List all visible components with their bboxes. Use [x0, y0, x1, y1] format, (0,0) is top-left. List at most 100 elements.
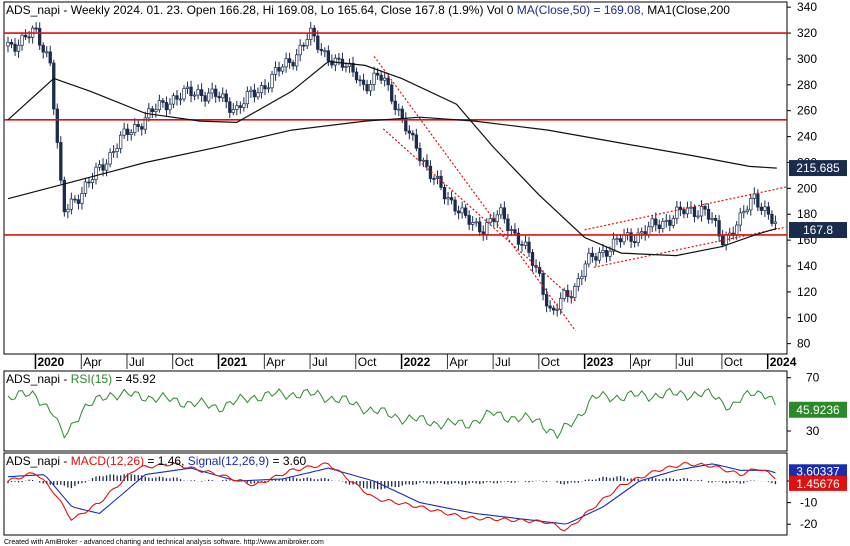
x-tick-label: Oct — [358, 355, 377, 369]
candle-body — [182, 88, 186, 100]
price-y-tick-label: 280 — [797, 78, 817, 92]
candle-body — [129, 132, 133, 135]
candle-body — [640, 231, 644, 234]
price-y-tick-label: 340 — [797, 0, 817, 14]
x-tick-label: Jul — [312, 355, 327, 369]
last-ma200-label: 215.685 — [796, 161, 840, 175]
x-tick-label: Jul — [129, 355, 144, 369]
candle-body — [668, 219, 672, 226]
candle-body — [562, 290, 566, 299]
rsi-sep: - — [60, 372, 71, 386]
price-y-tick-label: 120 — [797, 285, 817, 299]
candle-body — [217, 96, 221, 99]
candle-body — [495, 214, 499, 222]
candle-body — [365, 84, 369, 92]
candle-body — [319, 49, 323, 52]
candle-body — [675, 206, 679, 219]
candle-body — [263, 85, 267, 90]
candle-body — [273, 67, 278, 75]
candle-body — [90, 179, 95, 183]
x-tick-label: Oct — [724, 355, 743, 369]
candle-body — [143, 117, 147, 130]
price-y-tick-label: 80 — [797, 337, 811, 351]
candle-body — [6, 41, 10, 47]
candle-body — [351, 62, 355, 73]
price-y-tick-label: 180 — [797, 207, 817, 221]
signal-line — [7, 463, 776, 525]
candle-body — [703, 206, 707, 210]
candle-body — [537, 266, 542, 274]
candle-body — [291, 62, 295, 67]
signal-value: = 3.60 — [269, 454, 306, 468]
candle-body — [45, 51, 49, 54]
candle-body — [305, 39, 309, 47]
candle-body — [513, 229, 517, 234]
candle-body — [62, 179, 66, 213]
candle-body — [671, 218, 675, 226]
candle-body — [161, 100, 165, 103]
candle-body — [485, 222, 489, 235]
macd-value: = 1.46, — [144, 454, 188, 468]
candle-body — [456, 210, 461, 214]
candle-body — [397, 108, 401, 111]
last-close-label-box — [789, 222, 847, 239]
candle-body — [393, 100, 397, 111]
x-tick-label: Apr — [632, 355, 651, 369]
candle-body — [344, 66, 348, 68]
price-info: - Weekly 2024. 01. 23. Open 166.28, Hi 1… — [60, 3, 517, 17]
candle-body — [481, 231, 485, 235]
candle-body — [629, 232, 633, 242]
candle-body — [73, 198, 77, 201]
candle-body — [506, 218, 510, 231]
candle-body — [238, 105, 242, 108]
candle-body — [277, 67, 281, 72]
ma200-label: MA1(Close,200 — [644, 3, 730, 17]
rsi-line — [7, 387, 776, 440]
ma200-line — [7, 116, 777, 200]
x-tick-label: Jul — [495, 355, 510, 369]
candle-body — [372, 72, 376, 85]
candle-body — [97, 164, 102, 168]
candle-body — [235, 105, 239, 110]
candle-body — [94, 166, 98, 180]
candle-body — [119, 134, 123, 149]
macd-last-label: 1.45676 — [796, 477, 840, 491]
candle-body — [706, 208, 711, 220]
last-ma200-label-box — [789, 160, 847, 177]
candle-body — [594, 256, 598, 261]
candle-body — [55, 108, 59, 143]
candle-body — [749, 197, 753, 211]
candle-body — [647, 226, 651, 236]
candle-body — [295, 54, 299, 67]
x-tick-label: 2021 — [221, 355, 248, 369]
candle-body — [249, 89, 253, 92]
candle-body — [379, 74, 383, 81]
candle-body — [192, 94, 197, 97]
rsi-ticker: ADS_napi — [6, 372, 60, 386]
candle-body — [657, 224, 661, 230]
candle-body — [41, 44, 45, 53]
candle-body — [770, 213, 774, 224]
candle-body — [330, 60, 334, 66]
rsi-layer — [7, 387, 776, 440]
trend-channel-line — [593, 226, 787, 268]
macd-panel-frame — [3, 452, 788, 536]
candle-body — [738, 212, 742, 226]
candle-body — [69, 198, 74, 210]
candle-body — [576, 278, 580, 287]
candle-body — [463, 207, 468, 216]
candle-body — [467, 215, 471, 225]
ma50-line — [7, 60, 777, 257]
macd-ticker: ADS_napi — [6, 454, 60, 468]
candle-body — [270, 73, 274, 89]
axes-layer: 8010012014016018020022024026028030032034… — [34, 0, 847, 531]
candle-body — [654, 218, 658, 226]
x-tick-label: 2022 — [404, 355, 431, 369]
price-y-tick-label: 200 — [797, 181, 817, 195]
price-y-tick-label: 140 — [797, 259, 817, 273]
trend-channel-line — [382, 128, 576, 302]
candle-body — [692, 206, 697, 217]
candle-body — [326, 50, 331, 62]
candle-body — [499, 207, 503, 216]
